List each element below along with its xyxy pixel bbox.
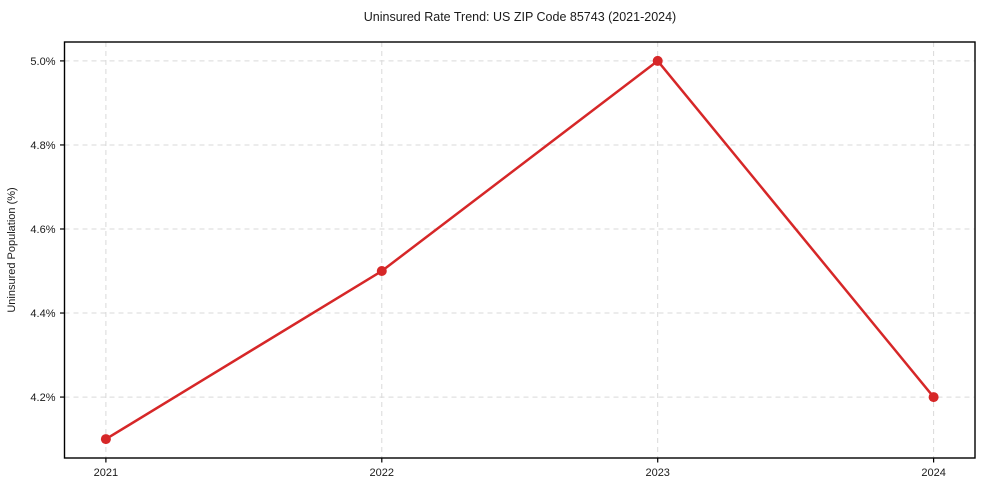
y-tick-label: 5.0% xyxy=(30,56,55,68)
y-tick-label: 4.8% xyxy=(30,140,55,152)
y-tick-label: 4.4% xyxy=(30,308,55,320)
x-tick-label: 2021 xyxy=(94,467,118,479)
data-point xyxy=(652,55,663,66)
data-point xyxy=(928,392,939,403)
plot-border xyxy=(63,41,976,459)
x-tick-label: 2024 xyxy=(921,467,945,479)
x-tick-label: 2023 xyxy=(645,467,669,479)
trend-line xyxy=(104,59,935,441)
data-point xyxy=(100,434,111,445)
y-tick-label: 4.6% xyxy=(30,224,55,236)
x-tick-label: 2022 xyxy=(370,467,394,479)
y-tick-label: 4.2% xyxy=(30,392,55,404)
chart-title: Uninsured Rate Trend: US ZIP Code 85743 … xyxy=(364,10,676,24)
y-axis-label: Uninsured Population (%) xyxy=(6,187,18,312)
plot-area: 4.2% 4.4% 4.6% 4.8% 5.0% 2021 2022 2023 2024 xyxy=(30,41,976,479)
data-point xyxy=(376,266,387,277)
